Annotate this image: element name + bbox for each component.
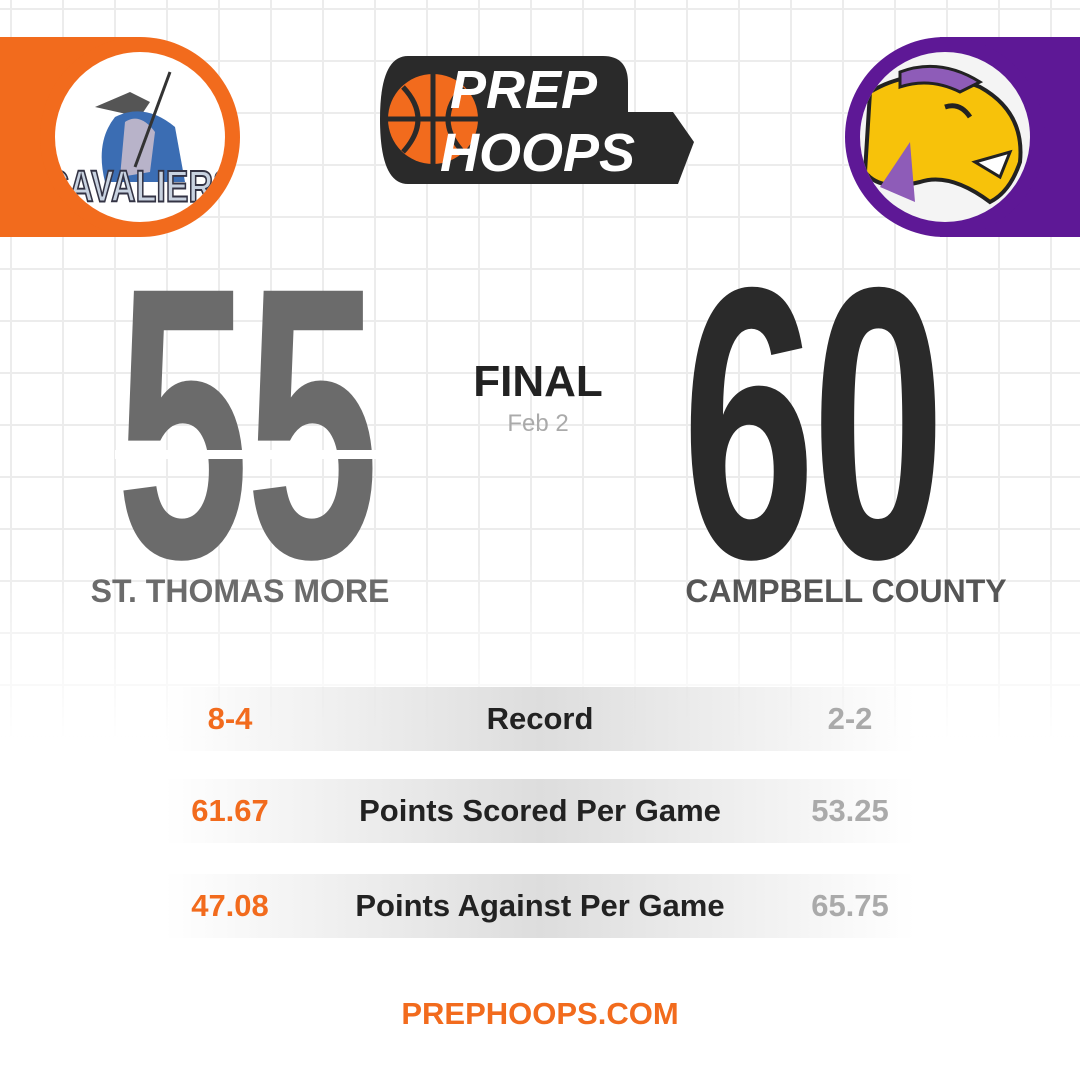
- stat-label: Points Scored Per Game: [359, 793, 721, 828]
- stat-label: Points Against Per Game: [355, 888, 725, 923]
- away-score: 60: [682, 208, 945, 640]
- away-stat: 2-2: [827, 701, 873, 736]
- stat-label: Record: [486, 701, 594, 736]
- home-stat: 8-4: [207, 701, 253, 736]
- logo-text-prep: PREP: [450, 60, 598, 120]
- score-divider: [115, 450, 395, 459]
- home-stat: 47.08: [191, 888, 269, 923]
- cavalier-icon: CAVALIERS: [55, 71, 225, 212]
- home-team-name: ST. THOMAS MORE: [90, 573, 390, 609]
- camel-mascot-icon: [862, 64, 1023, 205]
- stat-row-points-scored: 61.67 Points Scored Per Game 53.25: [165, 779, 915, 843]
- prep-hoops-logo: PREP HOOPS: [380, 56, 694, 184]
- game-date: Feb 2: [507, 410, 569, 437]
- website-link[interactable]: PREPHOOPS.COM: [401, 996, 679, 1031]
- stat-row-record: 8-4 Record 2-2: [165, 687, 915, 751]
- away-team-name: CAMPBELL COUNTY: [685, 573, 1007, 609]
- home-team-logo: CAVALIERS: [40, 37, 240, 237]
- away-stat: 53.25: [811, 793, 889, 828]
- away-stat: 65.75: [811, 888, 889, 923]
- home-stat: 61.67: [191, 793, 269, 828]
- home-logo-text: CAVALIERS: [55, 162, 225, 211]
- stat-row-points-against: 47.08 Points Against Per Game 65.75: [165, 874, 915, 938]
- game-status: FINAL: [473, 357, 603, 406]
- logo-text-hoops: HOOPS: [440, 123, 635, 183]
- away-team-logo: [845, 37, 1045, 237]
- home-score: 55: [116, 208, 379, 640]
